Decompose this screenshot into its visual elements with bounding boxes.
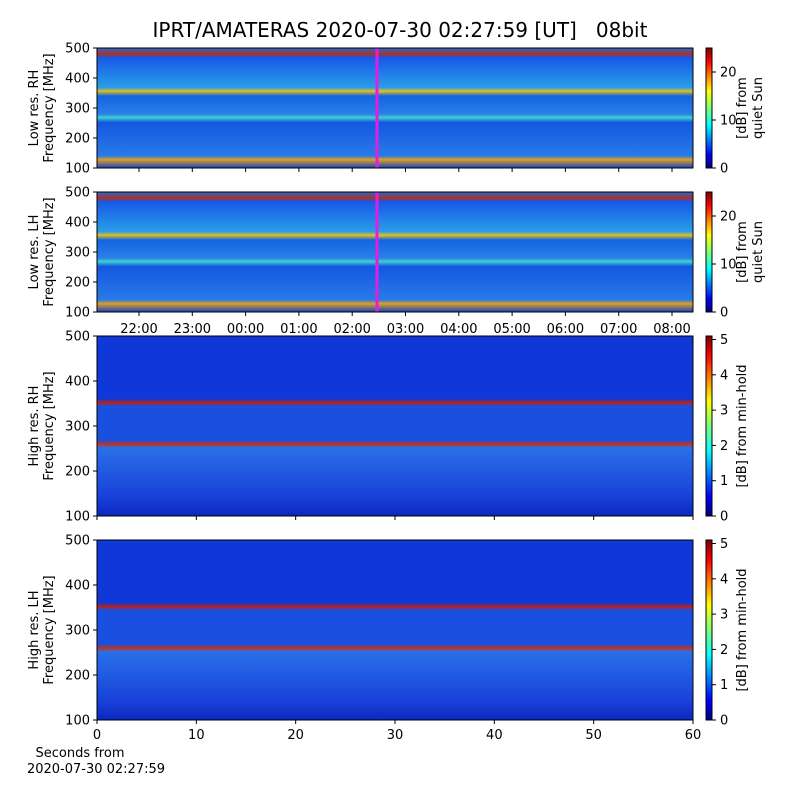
x-tick-label: 0 xyxy=(93,728,101,743)
colorbar-tick-label: 4 xyxy=(720,572,728,587)
y-tick-label: 300 xyxy=(65,102,90,117)
colorbar-tick-label: 0 xyxy=(720,510,728,525)
x-tick-label: 40 xyxy=(486,728,503,743)
y-axis-label: Frequency [MHz] xyxy=(42,575,57,684)
x-tick-label: 30 xyxy=(387,728,404,743)
y-tick-label: 100 xyxy=(65,306,90,321)
colorbar-tick-label: 1 xyxy=(720,474,728,489)
x-tick-label: 00:00 xyxy=(227,322,264,337)
y-tick-label: 500 xyxy=(65,534,90,549)
spectrogram xyxy=(97,336,693,516)
y-tick-label: 400 xyxy=(65,579,90,594)
x-axis-label: Seconds from xyxy=(35,746,124,761)
colorbar-tick-label: 1 xyxy=(720,678,728,693)
y-tick-label: 200 xyxy=(65,669,90,684)
x-tick-label: 60 xyxy=(685,728,702,743)
x-tick-label: 07:00 xyxy=(600,322,637,337)
colorbar-tick-label: 10 xyxy=(720,258,737,273)
y-axis-label: Frequency [MHz] xyxy=(42,53,57,162)
colorbar-tick-label: 20 xyxy=(720,66,737,81)
colorbar xyxy=(705,47,713,169)
colorbar-label: quiet Sun xyxy=(751,221,766,283)
colorbar-tick-label: 3 xyxy=(720,404,728,419)
y-tick-label: 300 xyxy=(65,246,90,261)
x-axis-label: 2020-07-30 02:27:59 xyxy=(27,762,165,777)
figure-title: IPRT/AMATERAS 2020-07-30 02:27:59 [UT] 0… xyxy=(153,18,648,42)
x-tick-label: 50 xyxy=(585,728,602,743)
y-tick-label: 400 xyxy=(65,72,90,87)
y-tick-label: 200 xyxy=(65,465,90,480)
colorbar xyxy=(705,539,713,721)
colorbar xyxy=(705,191,713,313)
x-tick-label: 08:00 xyxy=(653,322,690,337)
y-tick-label: 200 xyxy=(65,132,90,147)
y-tick-label: 100 xyxy=(65,162,90,177)
y-axis-label: High res. RH xyxy=(27,386,42,467)
colorbar-tick-label: 0 xyxy=(720,162,728,177)
x-tick-label: 05:00 xyxy=(493,322,530,337)
x-tick-label: 02:00 xyxy=(333,322,370,337)
y-tick-label: 300 xyxy=(65,420,90,435)
y-tick-label: 300 xyxy=(65,624,90,639)
y-axis-label: Low res. RH xyxy=(27,70,42,147)
colorbar-tick-label: 0 xyxy=(720,306,728,321)
y-tick-label: 200 xyxy=(65,276,90,291)
y-tick-label: 500 xyxy=(65,42,90,57)
y-tick-label: 400 xyxy=(65,375,90,390)
x-tick-label: 23:00 xyxy=(174,322,211,337)
y-tick-label: 100 xyxy=(65,714,90,729)
spectrogram xyxy=(97,192,693,312)
x-tick-label: 10 xyxy=(188,728,205,743)
colorbar-tick-label: 3 xyxy=(720,608,728,623)
colorbar-tick-label: 5 xyxy=(720,333,728,348)
x-tick-label: 01:00 xyxy=(280,322,317,337)
spectrogram xyxy=(97,540,693,720)
colorbar-label: quiet Sun xyxy=(751,77,766,139)
x-tick-label: 20 xyxy=(287,728,304,743)
colorbar-tick-label: 0 xyxy=(720,714,728,729)
spectrogram xyxy=(97,48,693,168)
y-tick-label: 100 xyxy=(65,510,90,525)
colorbar-tick-label: 10 xyxy=(720,114,737,129)
colorbar-label: [dB] from min-hold xyxy=(735,568,750,691)
y-axis-label: Frequency [MHz] xyxy=(42,197,57,306)
colorbar-tick-label: 4 xyxy=(720,368,728,383)
colorbar xyxy=(705,335,713,517)
y-tick-label: 400 xyxy=(65,216,90,231)
colorbar-label: [dB] from xyxy=(735,221,750,283)
x-tick-label: 22:00 xyxy=(120,322,157,337)
y-axis-label: High res. LH xyxy=(27,590,42,669)
colorbar-tick-label: 2 xyxy=(720,643,728,658)
colorbar-tick-label: 5 xyxy=(720,537,728,552)
colorbar-tick-label: 2 xyxy=(720,439,728,454)
colorbar-label: [dB] from xyxy=(735,77,750,139)
colorbar-tick-label: 20 xyxy=(720,210,737,225)
y-tick-label: 500 xyxy=(65,330,90,345)
x-tick-label: 06:00 xyxy=(547,322,584,337)
x-tick-label: 03:00 xyxy=(387,322,424,337)
y-axis-label: Frequency [MHz] xyxy=(42,371,57,480)
colorbar-label: [dB] from min-hold xyxy=(735,364,750,487)
y-axis-label: Low res. LH xyxy=(27,215,42,290)
x-tick-label: 04:00 xyxy=(440,322,477,337)
y-tick-label: 500 xyxy=(65,186,90,201)
